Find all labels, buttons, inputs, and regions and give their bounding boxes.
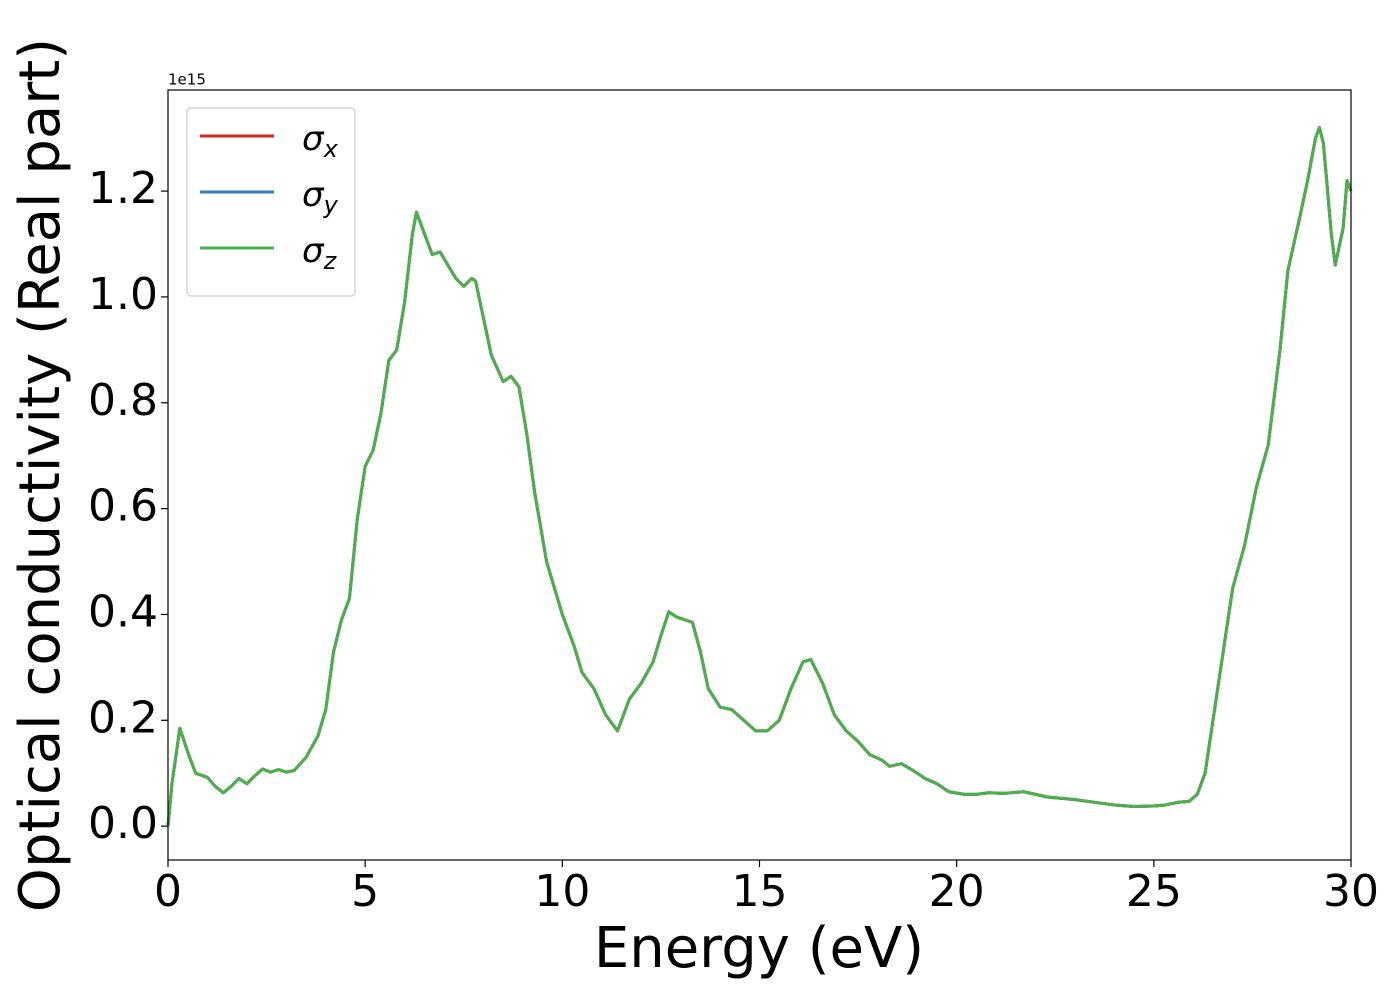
x-tick-label: 15 bbox=[732, 866, 788, 917]
x-tick-label: 20 bbox=[929, 866, 985, 917]
offset-text: 1e15 bbox=[168, 71, 206, 89]
legend-label: σy bbox=[302, 175, 339, 220]
plot-frame bbox=[167, 89, 1352, 861]
x-tick-label: 0 bbox=[154, 866, 182, 917]
legend-label: σz bbox=[302, 231, 338, 276]
x-tick-label: 25 bbox=[1126, 866, 1182, 917]
y-tick-label: 0.8 bbox=[88, 375, 158, 426]
legend-label: σx bbox=[302, 119, 339, 164]
y-tick-label: 0.0 bbox=[88, 798, 158, 849]
x-tick-label: 10 bbox=[534, 866, 590, 917]
x-axis-label: Energy (eV) bbox=[594, 916, 924, 981]
x-tick-label: 30 bbox=[1323, 866, 1379, 917]
y-tick-label: 1.0 bbox=[88, 269, 158, 320]
y-tick-label: 0.6 bbox=[88, 481, 158, 532]
x-tick-label: 5 bbox=[351, 866, 379, 917]
y-tick-label: 0.2 bbox=[88, 692, 158, 743]
y-tick-label: 0.4 bbox=[88, 586, 158, 637]
series-line bbox=[166, 126, 1353, 827]
y-tick-label: 1.2 bbox=[88, 163, 158, 214]
y-axis-label: Optical conductivity (Real part) bbox=[8, 38, 73, 912]
